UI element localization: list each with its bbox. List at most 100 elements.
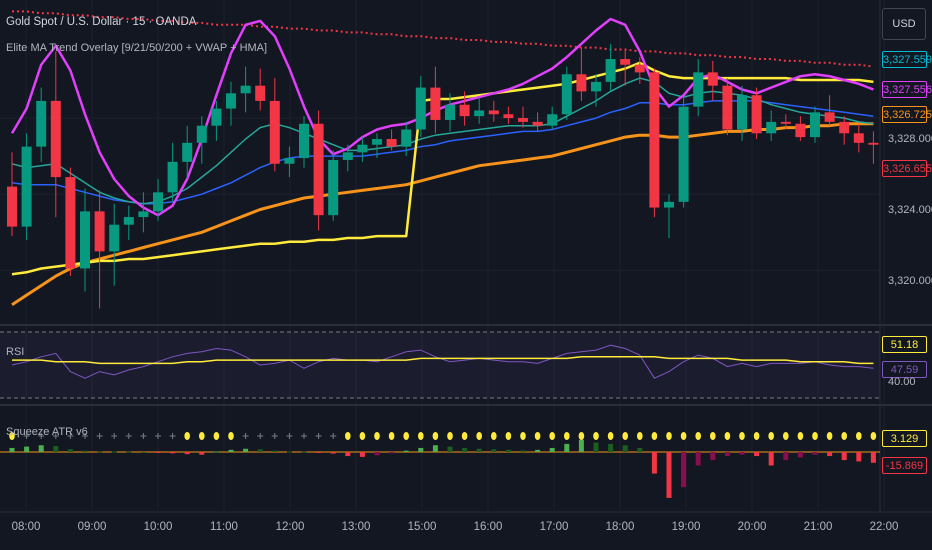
candle-body xyxy=(430,87,441,120)
candle-body xyxy=(620,59,631,65)
candle-body xyxy=(269,100,280,164)
squeeze-bar xyxy=(155,452,161,453)
time-label: 19:00 xyxy=(671,521,701,533)
squeeze-dot xyxy=(739,432,745,440)
symbol-title[interactable]: Gold Spot / U.S. Dollar · 15 · OANDA xyxy=(6,16,197,28)
squeeze-dot xyxy=(491,432,497,440)
squeeze-dot xyxy=(345,432,351,440)
candle-body xyxy=(284,158,295,164)
price-tick-0: 3,328.000 xyxy=(888,133,932,145)
candle-body xyxy=(80,211,90,269)
rsi-pane-label[interactable]: RSI xyxy=(6,346,25,358)
squeeze-bar xyxy=(520,450,526,452)
squeeze-bar xyxy=(827,452,833,457)
squeeze-cross xyxy=(330,433,337,439)
squeeze-dot xyxy=(9,432,15,440)
time-label: 09:00 xyxy=(77,521,107,533)
squeeze-bar xyxy=(505,449,511,452)
squeeze-bar xyxy=(403,450,409,452)
squeeze-hist-value: -15.869 xyxy=(882,457,927,474)
squeeze-bar xyxy=(53,446,59,452)
squeeze-bar xyxy=(82,450,88,452)
squeeze-bar xyxy=(418,447,424,452)
squeeze-bar xyxy=(126,451,132,453)
squeeze-bar xyxy=(578,439,584,452)
price-tag-vwap: 3,327.559 xyxy=(882,51,932,68)
squeeze-dot xyxy=(184,432,190,440)
indicator-title[interactable]: Elite MA Trend Overlay [9/21/50/200 + VW… xyxy=(6,42,268,54)
squeeze-bar xyxy=(330,452,336,454)
squeeze-bar xyxy=(695,452,701,466)
squeeze-dot xyxy=(476,432,483,440)
squeeze-cross xyxy=(169,433,176,439)
squeeze-cross xyxy=(155,433,161,439)
candle-body xyxy=(65,177,76,269)
candle-body xyxy=(839,121,850,134)
rsi-ma-value: 51.18 xyxy=(882,336,927,353)
squeeze-bar xyxy=(184,452,190,455)
candle-body xyxy=(357,144,368,153)
squeeze-dot xyxy=(418,432,424,440)
candle-body xyxy=(123,217,134,225)
time-label: 11:00 xyxy=(210,521,238,533)
candle-body xyxy=(94,211,105,252)
squeeze-bar xyxy=(870,452,876,463)
candle-body xyxy=(313,123,324,216)
squeeze-bar xyxy=(447,446,453,452)
time-label: 13:00 xyxy=(341,521,371,533)
squeeze-cross xyxy=(23,433,30,439)
price-tag-hma: 3,327.556 xyxy=(882,81,932,98)
squeeze-bar xyxy=(228,449,234,452)
squeeze-bar xyxy=(199,452,205,455)
candle-body xyxy=(795,123,806,138)
squeeze-bar xyxy=(316,452,322,453)
candle-body xyxy=(518,118,528,122)
squeeze-dot xyxy=(622,432,628,440)
squeeze-bar xyxy=(286,451,292,453)
candle-body xyxy=(226,93,236,109)
time-label: 22:00 xyxy=(869,521,899,533)
time-label: 15:00 xyxy=(407,521,437,533)
candle-body xyxy=(853,133,864,143)
squeeze-dot xyxy=(753,432,760,440)
squeeze-bar xyxy=(768,452,774,466)
squeeze-dot xyxy=(199,432,205,440)
squeeze-cross xyxy=(257,433,264,439)
candle-body xyxy=(372,139,382,145)
candle-body xyxy=(605,59,616,82)
candle-body xyxy=(459,104,470,117)
squeeze-bar xyxy=(783,452,789,461)
squeeze-bar xyxy=(257,449,263,452)
candle-body xyxy=(780,121,791,124)
candle-body xyxy=(36,100,47,147)
squeeze-bar xyxy=(637,447,643,452)
squeeze-bar xyxy=(754,452,760,457)
squeeze-dot xyxy=(578,432,585,440)
candle-body xyxy=(634,64,645,73)
hma-line xyxy=(10,17,874,217)
squeeze-dot xyxy=(520,432,526,440)
squeeze-bar xyxy=(608,443,614,452)
squeeze-pane-label[interactable]: Squeeze ATR v6 xyxy=(6,426,88,438)
squeeze-bar xyxy=(622,445,628,452)
candle-body xyxy=(591,81,601,92)
rsi-value: 47.59 xyxy=(882,361,927,378)
candle-body xyxy=(766,121,777,134)
squeeze-dot xyxy=(870,432,877,440)
squeeze-dot-value: 3.129 xyxy=(882,430,927,447)
candle-body xyxy=(547,114,558,126)
currency-button[interactable]: USD xyxy=(882,8,926,40)
candle-body xyxy=(328,159,339,216)
squeeze-bar xyxy=(841,452,847,461)
squeeze-bar xyxy=(797,452,803,458)
time-label: 21:00 xyxy=(803,521,833,533)
squeeze-cross xyxy=(315,433,322,439)
squeeze-bar xyxy=(710,452,716,461)
squeeze-dot xyxy=(607,432,614,440)
squeeze-bar xyxy=(301,451,307,453)
squeeze-bar xyxy=(359,452,365,457)
time-label: 17:00 xyxy=(539,521,569,533)
candle-body xyxy=(561,74,572,115)
squeeze-bar xyxy=(9,447,15,452)
